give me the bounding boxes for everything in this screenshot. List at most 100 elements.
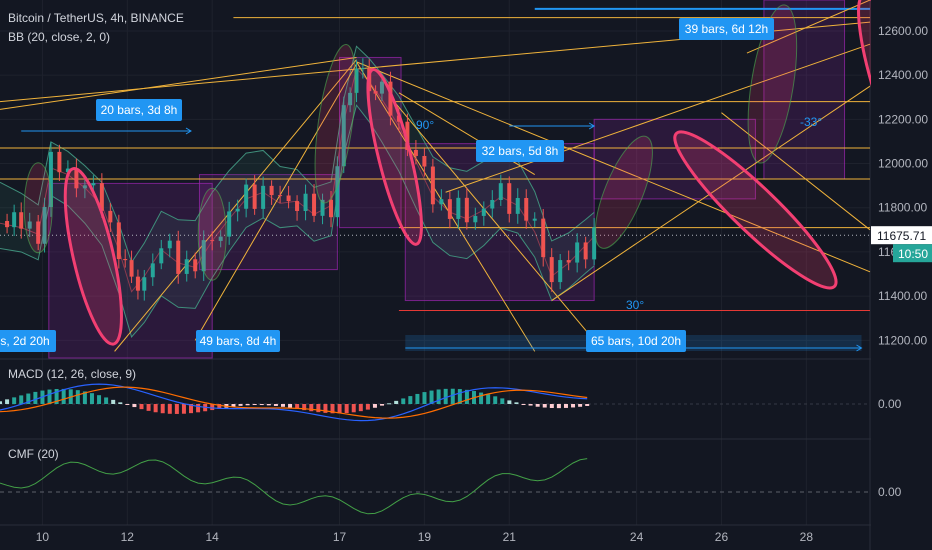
macd-histogram-bar	[571, 404, 576, 408]
macd-histogram-bar	[309, 404, 314, 412]
macd-histogram-bar	[33, 391, 38, 404]
angle-90-label: 90°	[416, 118, 434, 132]
trend-line	[194, 63, 357, 341]
candle-body	[583, 242, 588, 260]
candle-body	[341, 105, 346, 167]
cmf-indicator-label[interactable]: CMF (20)	[8, 447, 59, 461]
candle-body	[524, 198, 529, 221]
cmf-line	[0, 458, 588, 515]
countdown-badge	[893, 244, 932, 263]
macd-histogram-bar	[415, 393, 420, 404]
measure-32-bars-label: 32 bars, 5d 8h	[482, 144, 559, 158]
macd-indicator-label[interactable]: MACD (12, 26, close, 9)	[8, 367, 137, 381]
candle-body	[532, 218, 537, 221]
time-tick-label: 26	[715, 530, 729, 544]
candle-body	[142, 277, 147, 291]
macd-histogram-bar	[507, 400, 512, 404]
trend-line	[0, 56, 357, 110]
measure-20-bars-label-bg	[96, 99, 182, 121]
candle-body	[184, 259, 189, 274]
price-tick-label: 11400.00	[878, 289, 927, 303]
candle-body	[379, 81, 384, 94]
candle-body	[244, 184, 249, 209]
macd-histogram-bar	[295, 404, 300, 409]
candle-body	[235, 208, 240, 212]
macd-histogram-bar	[316, 404, 321, 413]
measure-32-bars-label-bg	[476, 140, 564, 162]
macd-histogram-bar	[323, 404, 328, 413]
candle-body	[99, 183, 104, 211]
macd-histogram-bar	[563, 404, 568, 408]
candle-body	[116, 222, 121, 260]
candle-body	[507, 183, 512, 214]
measure-65-bars-label: 65 bars, 10d 20h	[591, 334, 681, 348]
time-tick-label: 24	[630, 530, 644, 544]
measure-tools: 20 bars, 3d 8h 49 bars, 8d 4h 32 bars, 5d …	[0, 18, 863, 352]
candle-body	[167, 240, 172, 249]
macd-histogram-bar	[181, 404, 186, 414]
macd-histogram-bar	[132, 404, 137, 408]
macd-histogram-bar	[139, 404, 144, 410]
green-outline-ellipse	[594, 135, 653, 249]
candle-body	[210, 240, 215, 242]
bb-indicator-label[interactable]: BB (20, close, 2, 0)	[8, 30, 111, 44]
trend-line	[356, 61, 536, 352]
time-tick-label: 10	[36, 530, 50, 544]
axes: 12600.00 12400.00 12200.00 12000.00 11800.00…	[36, 0, 932, 550]
trend-lines	[0, 0, 871, 352]
measure-20-bars-arrow-head	[185, 127, 192, 135]
macd-histogram-bar	[12, 397, 17, 404]
macd-histogram-bar	[479, 392, 484, 404]
price-tick-label: 11800.00	[878, 201, 927, 215]
macd-histogram-bar	[0, 401, 2, 404]
candle-body	[150, 263, 155, 278]
candle-body	[575, 242, 580, 263]
measure-partial-label: s, 2d 20h	[0, 334, 49, 348]
macd-histogram-bar	[443, 388, 448, 404]
candle-body	[5, 220, 10, 228]
macd-histogram-bar	[585, 404, 590, 406]
macd-histogram-bar	[97, 395, 102, 404]
candle-body	[413, 149, 418, 156]
candle-body	[74, 168, 79, 189]
candle-body	[129, 260, 134, 277]
green-outline-ellipse	[197, 187, 227, 281]
macd-histogram-bar	[189, 404, 194, 414]
macd-histogram-bar	[238, 404, 243, 406]
candle-body	[201, 240, 206, 272]
macd-histogram-bar	[486, 394, 491, 404]
cmf-pane	[0, 458, 870, 515]
macd-histogram-bar	[436, 389, 441, 404]
candle-body	[218, 236, 223, 241]
macd-histogram-bar	[111, 399, 116, 404]
candle-body	[549, 257, 554, 283]
candle-body	[82, 185, 87, 189]
candle-body	[108, 210, 113, 223]
candle-body	[430, 166, 435, 205]
macd-histogram-bar	[26, 393, 31, 404]
candle-body	[473, 215, 478, 223]
candle-body	[19, 212, 24, 229]
symbol-title[interactable]: Bitcoin / TetherUS, 4h, BINANCE	[8, 11, 184, 25]
candle-body	[592, 227, 597, 260]
macd-histogram-bar	[302, 404, 307, 411]
macd-histogram-bar	[500, 398, 505, 404]
macd-histogram-bar	[493, 396, 498, 404]
candle-body	[261, 185, 266, 209]
measure-65-bars-arrow-head	[856, 344, 863, 352]
price-tick-label: 12200.00	[878, 112, 928, 126]
trend-line	[445, 43, 871, 193]
candle-body	[252, 184, 257, 209]
candle-body	[48, 151, 53, 208]
macd-histogram-bar	[153, 404, 158, 413]
macd-histogram-bar	[288, 404, 293, 408]
bb-lower-band	[0, 104, 595, 338]
macd-histogram-bar	[47, 389, 52, 404]
macd-line	[0, 383, 588, 422]
price-axis-bg	[871, 0, 932, 550]
macd-histogram-bar	[118, 402, 123, 404]
candle-body	[135, 276, 140, 291]
candle-body	[405, 121, 410, 150]
